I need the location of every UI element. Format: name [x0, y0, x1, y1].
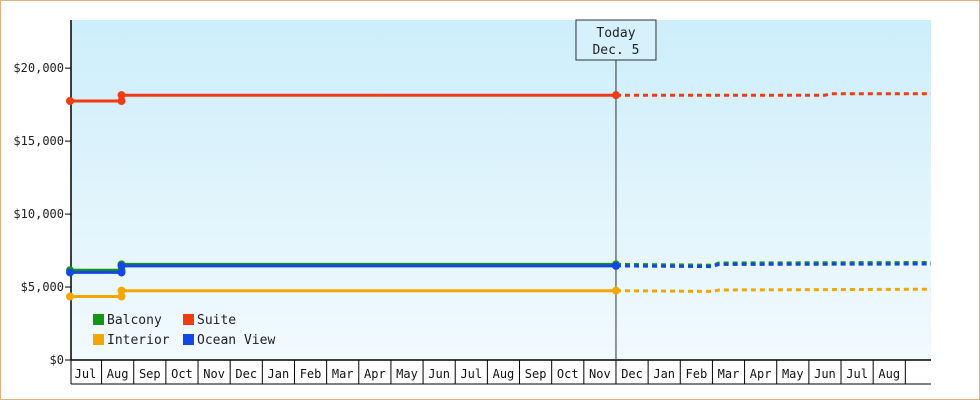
x-tick-label: Aug: [878, 367, 900, 381]
x-tick-label: Jun: [428, 367, 450, 381]
legend-swatch: [93, 334, 104, 345]
data-point-suite: [66, 96, 74, 105]
data-point-interior: [117, 286, 126, 295]
x-tick-label: May: [782, 367, 804, 381]
legend-label: Interior: [107, 333, 170, 348]
forecast-line-ocean-view: [615, 262, 932, 269]
x-tick-label: Sep: [139, 367, 161, 381]
x-tick-label: Aug: [493, 367, 515, 381]
x-axis: Jul Aug Sep Oct Nov Dec Jan Feb Mar Apr May Jun Jul A…: [70, 359, 931, 385]
y-tick-label: $15,000: [13, 134, 64, 148]
x-tick-label: Sep: [525, 367, 547, 381]
data-point-interior: [117, 292, 126, 301]
x-tick-label: Jul: [75, 367, 97, 381]
legend-swatch: [93, 314, 104, 325]
legend-label: Balcony: [107, 313, 162, 328]
x-tick-label: Mar: [718, 367, 740, 381]
x-tick-label: Apr: [750, 367, 772, 381]
forecast-line-suite: [616, 92, 931, 97]
forecast-line-interior: [615, 287, 932, 293]
x-tick-label: Aug: [107, 367, 129, 381]
x-tick-label: Oct: [557, 367, 579, 381]
x-tick-label: Apr: [364, 367, 386, 381]
data-point-interior: [611, 286, 620, 295]
x-tick-label: Oct: [171, 367, 193, 381]
today-label: Today: [596, 26, 635, 41]
legend-label: Suite: [197, 313, 236, 328]
legend-label: Ocean View: [197, 333, 275, 348]
data-point-interior: [66, 292, 74, 301]
legend: Balcony Suite Interior Ocean View: [93, 313, 275, 348]
today-date: Dec. 5: [592, 43, 639, 58]
y-axis: $0 $5,000 $10,000 $15,000 $20,000: [13, 20, 72, 367]
data-point-suite: [117, 91, 126, 100]
x-tick-label: Mar: [332, 367, 354, 381]
x-tick-label: Jan: [268, 367, 290, 381]
x-tick-label: Dec: [235, 367, 257, 381]
data-point-ocean-view: [117, 261, 126, 270]
x-tick-label: Nov: [589, 367, 611, 381]
legend-swatch: [183, 334, 194, 345]
data-point-ocean-view: [611, 261, 620, 270]
x-tick-label: Dec: [621, 367, 643, 381]
y-tick-label: $20,000: [13, 61, 64, 75]
x-tick-label: Feb: [686, 367, 708, 381]
legend-swatch: [183, 314, 194, 325]
data-point-suite: [611, 91, 620, 100]
today-marker: Today Dec. 5: [575, 19, 657, 360]
data-point-ocean-view: [117, 268, 126, 277]
x-tick-label: Nov: [203, 367, 225, 381]
plot-area: [71, 20, 931, 360]
x-tick-label: Jan: [653, 367, 675, 381]
x-tick-label: Jul: [846, 367, 868, 381]
x-tick-label: Jun: [814, 367, 836, 381]
series-lines: [66, 91, 932, 301]
data-point-ocean-view: [66, 268, 74, 277]
x-tick-label: May: [396, 367, 418, 381]
x-tick-label: Jul: [460, 367, 482, 381]
today-label-box: [575, 19, 657, 61]
y-tick-label: $0: [50, 353, 64, 367]
data-point-suite: [117, 96, 126, 105]
y-tick-label: $5,000: [21, 280, 64, 294]
x-tick-label: Feb: [300, 367, 322, 381]
y-tick-label: $10,000: [13, 207, 64, 221]
